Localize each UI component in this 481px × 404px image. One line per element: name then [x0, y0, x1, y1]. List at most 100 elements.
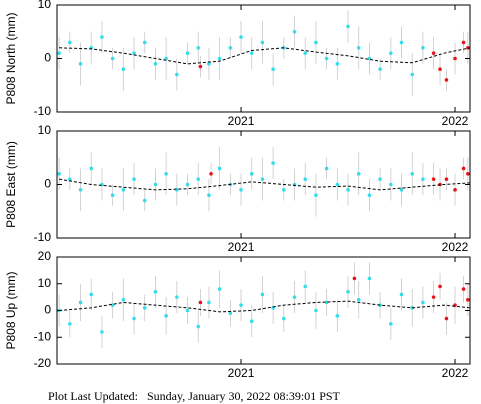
data-point — [324, 56, 329, 61]
data-point — [421, 177, 425, 181]
data-point — [78, 188, 83, 192]
data-point — [249, 319, 254, 324]
y-tick-label: 0 — [44, 51, 51, 65]
data-point — [271, 161, 275, 165]
data-point — [444, 78, 449, 82]
data-point — [207, 300, 211, 305]
data-point — [410, 72, 415, 77]
data-point — [153, 182, 158, 187]
data-point — [100, 330, 104, 334]
y-tick-label: -20 — [34, 356, 52, 370]
data-point — [217, 287, 222, 291]
data-point — [68, 322, 72, 326]
data-point — [207, 193, 211, 197]
data-point — [356, 172, 361, 176]
data-point — [57, 51, 61, 55]
data-point — [260, 292, 265, 297]
y-axis-label: P808 Up (mm) — [4, 271, 18, 349]
data-point — [249, 172, 254, 176]
data-point — [196, 46, 201, 50]
data-point — [68, 40, 72, 45]
data-point — [142, 198, 147, 203]
data-point — [142, 40, 147, 45]
x-tick-label: 2022 — [442, 240, 469, 254]
data-point — [57, 172, 61, 176]
data-point — [68, 177, 72, 181]
model-line — [59, 300, 471, 313]
data-point — [389, 51, 393, 55]
data-point — [461, 40, 466, 45]
y-tick-label: 10 — [38, 0, 52, 11]
plot-frame — [56, 130, 471, 239]
data-point — [303, 51, 308, 55]
data-point — [346, 188, 350, 192]
y-tick-label: 0 — [44, 303, 51, 317]
data-point — [239, 35, 243, 39]
data-point — [346, 24, 350, 29]
footer: Plot Last Updated: Sunday, January 30, 2… — [48, 389, 341, 403]
data-point — [410, 172, 415, 176]
data-point — [110, 56, 115, 61]
data-point — [421, 300, 425, 305]
data-point — [431, 295, 436, 299]
y-tick-label: -10 — [34, 230, 52, 244]
data-point — [89, 292, 94, 297]
data-point — [466, 46, 470, 50]
data-point — [164, 56, 168, 61]
data-point — [367, 276, 372, 281]
data-point — [282, 188, 286, 192]
data-point — [121, 67, 126, 71]
data-point — [421, 46, 425, 50]
data-point — [209, 172, 213, 176]
data-point — [228, 311, 233, 315]
data-point — [110, 193, 115, 197]
data-point — [303, 177, 308, 181]
x-tick-label: 2022 — [442, 366, 469, 380]
data-point — [132, 316, 136, 321]
plot-frame — [56, 4, 471, 113]
data-point — [453, 56, 457, 61]
data-point — [378, 177, 382, 181]
model-line — [59, 47, 471, 65]
data-point — [175, 188, 179, 192]
data-point — [110, 303, 115, 307]
data-point — [314, 40, 318, 45]
data-point — [198, 300, 203, 305]
y-axis-label: P808 North (mm) — [4, 12, 18, 104]
data-point — [453, 188, 457, 192]
data-point — [132, 51, 136, 55]
data-point — [399, 292, 404, 297]
x-tick-label: 2022 — [442, 114, 469, 128]
data-point — [292, 29, 297, 34]
data-point — [335, 182, 340, 187]
data-point — [132, 177, 136, 181]
data-point — [389, 182, 393, 187]
data-point — [239, 303, 243, 307]
data-point — [217, 56, 222, 61]
data-point — [438, 284, 442, 289]
data-point — [249, 51, 254, 55]
data-point — [303, 284, 308, 289]
data-point — [314, 308, 318, 313]
data-point — [466, 172, 470, 176]
data-point — [335, 62, 340, 66]
data-point — [185, 308, 190, 313]
data-point — [175, 72, 179, 77]
data-point — [164, 172, 168, 176]
data-point — [399, 188, 404, 192]
data-point — [314, 193, 318, 197]
data-point — [78, 62, 83, 66]
x-tick-label: 2021 — [228, 114, 255, 128]
data-point — [89, 166, 94, 171]
data-point — [228, 46, 233, 50]
data-point — [461, 287, 466, 291]
data-point — [367, 193, 372, 197]
data-point — [164, 314, 168, 318]
data-point — [399, 40, 404, 45]
data-point — [389, 322, 393, 326]
data-point — [175, 295, 179, 299]
data-point — [207, 62, 211, 66]
data-point — [121, 298, 126, 302]
data-point — [271, 67, 275, 71]
data-point — [346, 289, 350, 294]
